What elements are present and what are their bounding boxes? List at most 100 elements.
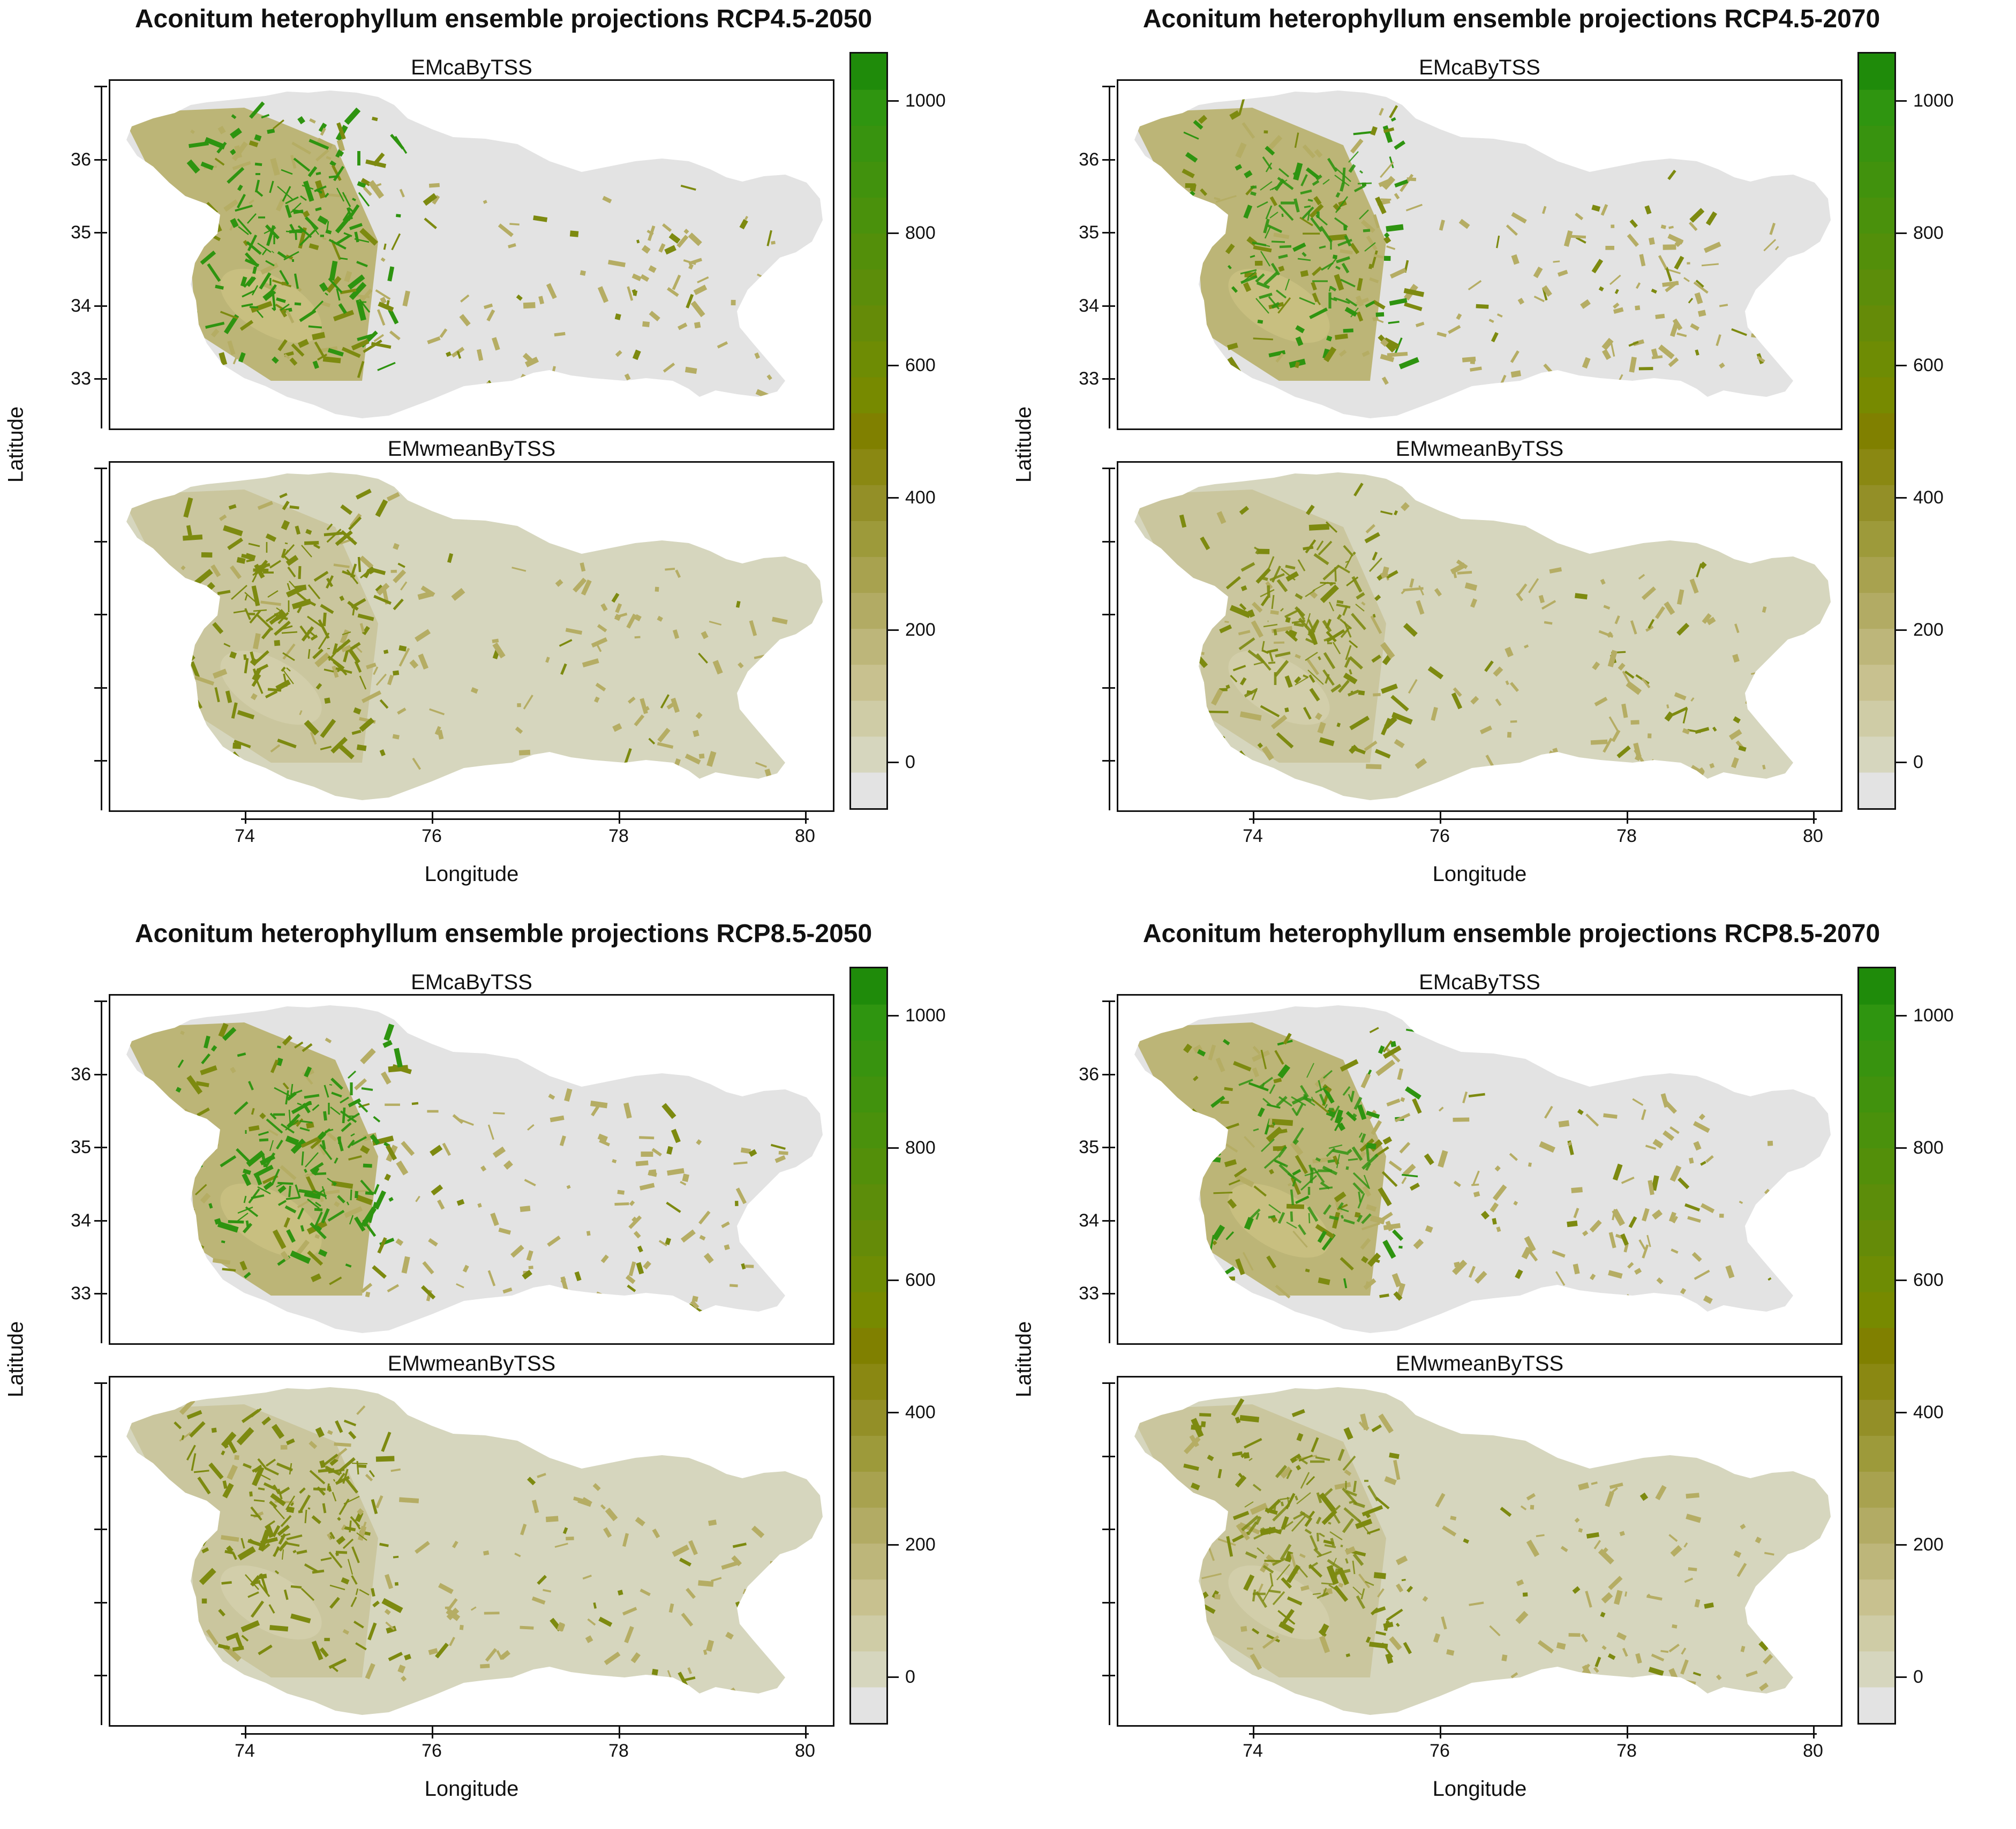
suitability-patch [1574, 1517, 1580, 1523]
suitability-patch [758, 311, 769, 313]
suitability-patch [1208, 710, 1229, 713]
suitability-patch [1247, 1647, 1253, 1650]
core-habitat-streak [340, 1096, 349, 1104]
suitability-patch [1378, 1187, 1392, 1207]
suitability-patch [360, 1048, 376, 1065]
suitability-patch [1319, 1623, 1329, 1635]
suitability-patch [446, 1598, 458, 1612]
suitability-patch [190, 344, 193, 350]
suitability-patch [315, 1427, 325, 1438]
suitability-patch [1371, 1120, 1382, 1135]
suitability-patch [1689, 578, 1699, 594]
y-tick [1102, 541, 1115, 543]
suitability-patch [459, 314, 471, 327]
core-habitat-streak [1356, 1214, 1363, 1223]
suitability-patch [1184, 223, 1193, 233]
suitability-patch [1378, 177, 1393, 187]
suitability-patch [377, 1237, 387, 1254]
x-tick-label: 78 [1616, 1741, 1637, 1761]
suitability-patch [524, 759, 531, 765]
suitability-patch [1232, 1451, 1243, 1457]
suitability-patch [668, 1603, 674, 1613]
suitability-patch [331, 1180, 353, 1189]
suitability-patch [1762, 764, 1766, 770]
suitability-patch [418, 653, 428, 670]
core-habitat-streak [1254, 546, 1261, 552]
colorbar-bin [1859, 1148, 1894, 1185]
suitability-patch [182, 1233, 192, 1248]
suitability-patch [248, 1125, 260, 1132]
colorbar-bin [1859, 1615, 1894, 1652]
suitability-patch [228, 504, 237, 510]
y-tick-label: 33 [71, 1283, 91, 1304]
suitability-patch [1719, 362, 1725, 369]
suitability-patch [666, 1146, 673, 1155]
colorbar-bin [851, 1291, 886, 1328]
suitability-patch [277, 1524, 290, 1537]
colorbar-bin [851, 1471, 886, 1508]
suitability-patch [662, 223, 672, 232]
suitability-patch [1456, 559, 1468, 569]
suitability-patch [1250, 1653, 1262, 1670]
suitability-patch [438, 1583, 454, 1594]
suitability-patch [1354, 1211, 1361, 1218]
x-tick-label: 80 [1803, 826, 1823, 846]
suitability-patch [201, 1053, 210, 1065]
colorbar-bin [1859, 412, 1894, 449]
core-habitat-streak [1315, 214, 1328, 226]
suitability-patch [1510, 720, 1517, 723]
suitability-patch [1285, 616, 1291, 623]
suitability-patch [1258, 548, 1270, 554]
suitability-patch [1232, 665, 1246, 672]
suitability-patch [1402, 1173, 1418, 1178]
suitability-patch [1616, 745, 1631, 758]
suitability-patch [429, 708, 445, 716]
suitability-patch [537, 1575, 547, 1585]
suitability-patch [212, 622, 224, 634]
suitability-patch [1357, 1104, 1367, 1120]
core-habitat-streak [347, 600, 359, 611]
suitability-patch [531, 1500, 539, 1514]
suitability-patch [1186, 688, 1195, 696]
core-habitat-streak [1292, 1127, 1304, 1144]
colorbar [849, 52, 888, 810]
suitability-patch [305, 1173, 317, 1195]
suitability-patch [1272, 1118, 1293, 1126]
core-habitat-streak [1293, 622, 1304, 627]
suitability-patch [394, 136, 408, 154]
core-habitat-streak [357, 556, 362, 573]
suitability-patch [437, 1199, 445, 1210]
suitability-patch [1196, 1151, 1207, 1172]
core-habitat-streak [1337, 1202, 1344, 1209]
suitability-patch [1409, 578, 1415, 588]
core-habitat-streak [285, 1120, 299, 1131]
suitability-patch [1235, 142, 1247, 159]
suitability-patch [1319, 737, 1335, 747]
suitability-patch [682, 1173, 690, 1183]
suitability-patch [1209, 222, 1213, 227]
suitability-patch [427, 1110, 439, 1113]
suitability-patch [1764, 1552, 1774, 1556]
suitability-patch [375, 499, 388, 517]
map-emwmean [126, 472, 823, 800]
suitability-patch [1695, 349, 1699, 356]
colorbar-bin [851, 772, 886, 808]
suitability-patch [312, 332, 326, 341]
core-habitat-streak [338, 1470, 342, 1474]
core-habitat-streak [252, 1580, 261, 1585]
suitability-patch [1691, 1252, 1702, 1262]
suitability-patch [387, 1284, 400, 1293]
valley-region [1228, 1565, 1330, 1640]
suitability-patch [679, 1557, 692, 1567]
suitability-patch [326, 528, 342, 543]
core-habitat-streak [360, 567, 373, 579]
core-habitat-streak [1361, 1213, 1372, 1224]
suitability-patch [415, 1541, 430, 1554]
core-habitat-streak [1272, 1557, 1286, 1566]
core-habitat-streak [1241, 271, 1257, 283]
core-habitat-streak [333, 1479, 336, 1482]
suitability-patch [1505, 680, 1509, 686]
suitability-patch [1229, 110, 1240, 120]
y-axis-line-top [101, 86, 102, 428]
suitability-patch [741, 1604, 751, 1609]
